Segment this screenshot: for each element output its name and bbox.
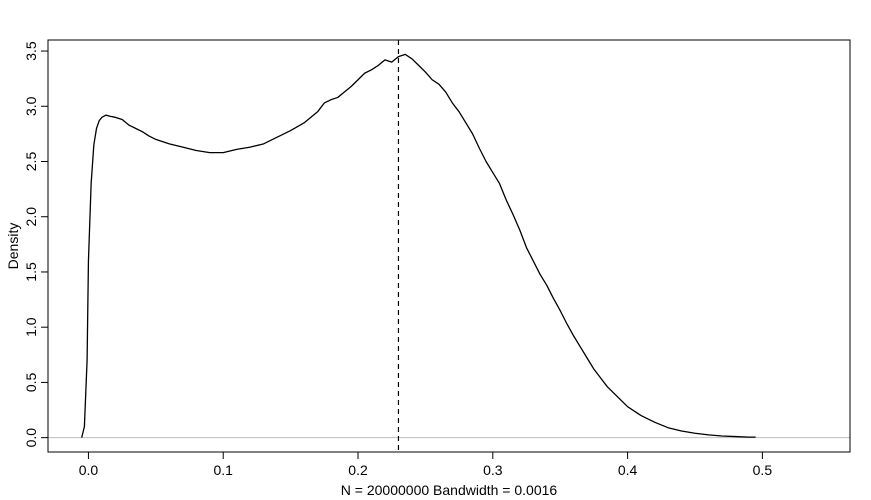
x-tick-label: 0.4 [618, 462, 638, 478]
y-tick-label: 0.0 [23, 428, 39, 448]
y-tick-label: 1.0 [23, 317, 39, 337]
density-curve [81, 53, 756, 438]
plot-frame [47, 39, 851, 453]
x-tick-label: 0.3 [483, 462, 503, 478]
y-tick-label: 3.5 [23, 41, 39, 61]
x-tick-label: 0.0 [79, 462, 99, 478]
y-axis-label: Density [5, 223, 21, 270]
x-axis-label: N = 20000000 Bandwidth = 0.0016 [341, 482, 558, 498]
y-tick-label: 3.0 [23, 96, 39, 116]
x-tick-label: 0.5 [753, 462, 773, 478]
y-tick-label: 2.0 [23, 207, 39, 227]
x-axis: 0.0 0.1 0.2 0.3 0.4 0.5 [79, 451, 773, 478]
plot-region [48, 40, 850, 452]
y-tick-label: 2.5 [23, 152, 39, 172]
y-axis: 0.0 0.5 1.0 1.5 2.0 2.5 3.0 3.5 [23, 41, 49, 448]
y-tick-label: 1.5 [23, 262, 39, 282]
x-tick-label: 0.1 [213, 462, 233, 478]
x-tick-label: 0.2 [348, 462, 368, 478]
y-tick-label: 0.5 [23, 372, 39, 392]
